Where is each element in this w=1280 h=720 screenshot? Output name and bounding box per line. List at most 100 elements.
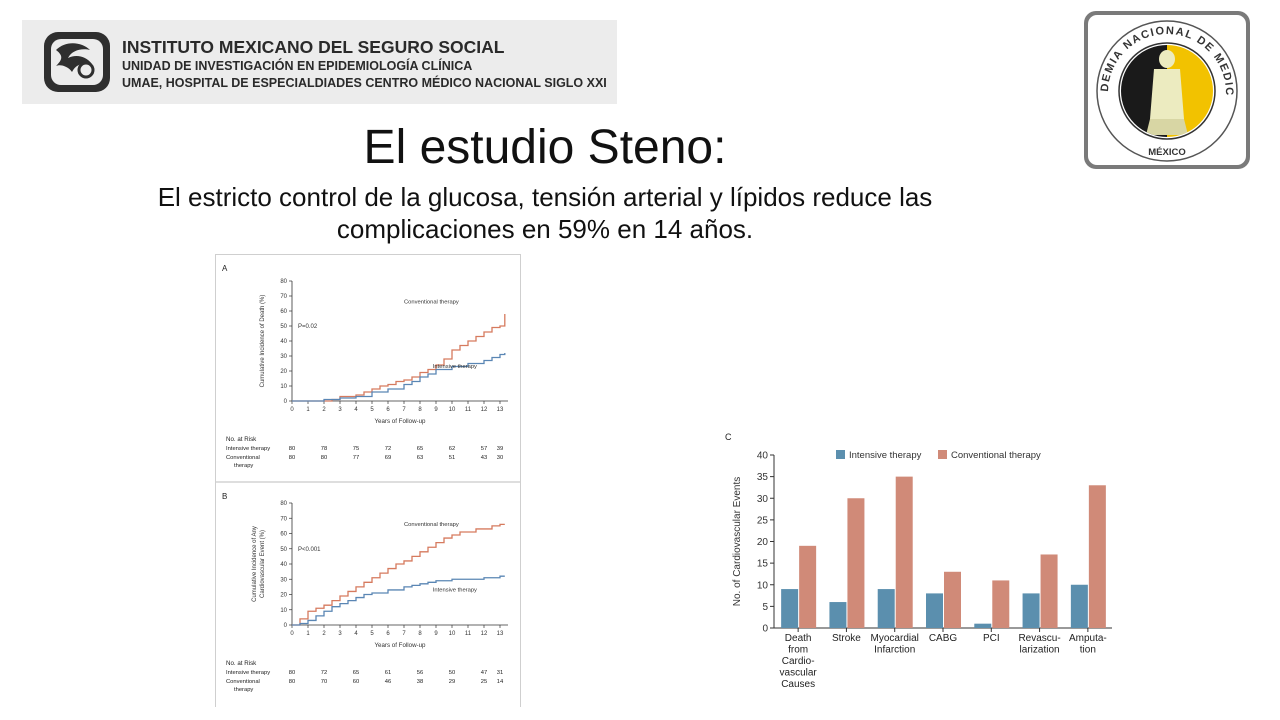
seal-bottom-text: MÉXICO [1148, 147, 1185, 158]
risk-value: 65 [353, 670, 359, 676]
conventional-curve [292, 314, 506, 402]
risk-value: 75 [353, 446, 359, 452]
category-label: Death [785, 633, 812, 644]
y-tick-label: 80 [280, 279, 287, 285]
p-value-annotation: P<0.001 [298, 547, 321, 553]
y-tick-label: 15 [757, 559, 769, 570]
x-tick-label: 9 [434, 631, 438, 637]
y-tick-label: 60 [280, 532, 287, 538]
hospital-name: UMAE, HOSPITAL DE ESPECIALDIADES CENTRO … [122, 76, 607, 90]
risk-value: 80 [289, 679, 295, 685]
risk-row-label: Intensive therapy [226, 670, 270, 676]
unit-name: UNIDAD DE INVESTIGACIÓN EN EPIDEMIOLOGÍA… [122, 59, 473, 73]
category-label: PCI [983, 633, 1000, 644]
conventional-curve [292, 523, 505, 626]
risk-value: 62 [449, 446, 455, 452]
x-axis-label: Years of Follow-up [374, 418, 426, 425]
x-tick-label: 13 [497, 631, 504, 637]
y-tick-label: 20 [280, 369, 287, 375]
y-tick-label: 35 [757, 472, 769, 483]
bar-intensive [781, 589, 799, 628]
risk-value: 43 [481, 455, 487, 461]
y-tick-label: 50 [280, 547, 287, 553]
risk-value: 57 [481, 446, 487, 452]
risk-value: 51 [449, 455, 455, 461]
x-tick-label: 13 [497, 407, 504, 413]
x-tick-label: 10 [449, 407, 456, 413]
category-label: Cardio- [782, 656, 815, 667]
x-tick-label: 0 [290, 407, 294, 413]
slide-subtitle-line2: complicaciones en 59% en 14 años. [336, 214, 754, 244]
y-tick-label: 40 [280, 562, 287, 568]
x-tick-label: 5 [370, 631, 374, 637]
intensive-curve [292, 575, 505, 626]
bar-intensive [1022, 593, 1040, 628]
y-axis-label: No. of Cardiovascular Events [732, 477, 743, 607]
category-label: Amputa- [1069, 633, 1107, 644]
x-tick-label: 7 [402, 631, 406, 637]
y-tick-label: 60 [280, 309, 287, 315]
x-axis-label: Years of Follow-up [374, 642, 426, 649]
y-tick-label: 70 [280, 516, 287, 522]
bar-conventional [895, 476, 913, 628]
legend-label-intensive: Intensive therapy [849, 450, 922, 461]
y-tick-label: 25 [757, 515, 769, 526]
y-tick-label: 30 [757, 494, 769, 505]
bar-conventional [1088, 485, 1106, 628]
x-tick-label: 4 [354, 631, 358, 637]
x-tick-label: 6 [386, 631, 390, 637]
y-tick-label: 80 [280, 501, 287, 507]
bar-intensive [974, 623, 992, 628]
risk-value: 38 [417, 679, 423, 685]
risk-value: 70 [321, 679, 327, 685]
category-label: CABG [929, 633, 958, 644]
x-tick-label: 8 [418, 407, 422, 413]
y-tick-label: 10 [757, 580, 769, 591]
category-label: Stroke [832, 633, 861, 644]
cardiovascular-events-figure: C Intensive therapy Conventional therapy 0 5… [722, 428, 1122, 694]
y-tick-label: 0 [762, 624, 768, 635]
bar-intensive [926, 593, 943, 628]
risk-value: 47 [481, 670, 487, 676]
bar-intensive [877, 589, 895, 628]
bar-conventional [847, 498, 865, 628]
risk-value: 80 [289, 446, 295, 452]
y-tick-label: 30 [280, 354, 287, 360]
risk-row-label-cont: therapy [234, 687, 253, 693]
category-label: vascular [780, 668, 818, 679]
y-tick-label: 30 [280, 577, 287, 583]
x-tick-label: 5 [370, 407, 374, 413]
risk-value: 61 [385, 670, 391, 676]
x-tick-label: 1 [306, 631, 310, 637]
x-tick-label: 10 [449, 631, 456, 637]
intensive-curve-label: Intensive therapy [433, 587, 477, 593]
slide-subtitle-line1: El estricto control de la glucosa, tensi… [157, 182, 933, 212]
bar-conventional [992, 580, 1010, 628]
y-axis-label: Cumulative Incidence of Death (%) [260, 295, 266, 388]
y-tick-label: 20 [280, 593, 287, 599]
risk-value: 31 [497, 670, 503, 676]
x-tick-label: 2 [322, 407, 326, 413]
y-tick-label: 50 [280, 324, 287, 330]
category-label: Myocardial [871, 633, 919, 644]
y-tick-label: 70 [280, 294, 287, 300]
y-tick-label: 0 [284, 399, 288, 405]
x-tick-label: 8 [418, 631, 422, 637]
y-tick-label: 5 [762, 602, 768, 613]
risk-table-header: No. at Risk [226, 436, 257, 443]
x-tick-label: 1 [306, 407, 310, 413]
risk-value: 56 [417, 670, 423, 676]
bar-conventional [1040, 554, 1058, 628]
x-tick-label: 11 [465, 407, 472, 413]
risk-value: 63 [417, 455, 423, 461]
conventional-curve-label: Conventional therapy [404, 300, 459, 306]
intensive-curve [292, 353, 506, 402]
risk-value: 25 [481, 679, 487, 685]
category-label: Infarction [874, 645, 915, 656]
panel-label: B [222, 492, 227, 501]
legend-swatch-conventional [938, 450, 947, 459]
x-tick-label: 2 [322, 631, 326, 637]
